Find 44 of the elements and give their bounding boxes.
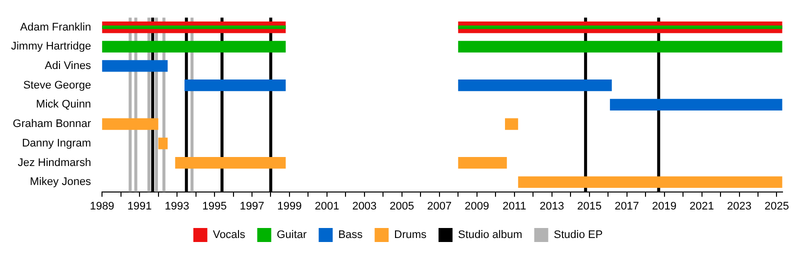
x-tick-label: 1993 — [164, 200, 190, 212]
legend-label: Drums — [394, 229, 428, 242]
y-tick-label: Adi Vines — [44, 60, 92, 72]
legend-label: Guitar — [276, 229, 308, 242]
x-tick-label: 2001 — [314, 200, 340, 212]
bar — [458, 80, 612, 92]
x-tick-label: 1995 — [202, 200, 227, 212]
y-tick-label: Mick Quinn — [36, 98, 92, 111]
x-tick-label: 2021 — [690, 200, 714, 212]
x-tick-label: 2011 — [502, 200, 526, 212]
x-tick-label: 2019 — [652, 200, 677, 212]
legend-label: Bass — [338, 229, 364, 242]
y-tick-label: Mikey Jones — [30, 176, 92, 188]
bar — [518, 176, 782, 188]
x-tick-label: 2003 — [352, 200, 377, 212]
x-tick-label: 2007 — [427, 200, 452, 212]
x-tick-label: 1997 — [240, 200, 264, 212]
bar — [175, 156, 286, 169]
y-tick-label: Adam Franklin — [20, 21, 92, 34]
x-tick-label: 1991 — [127, 200, 152, 212]
bar — [184, 80, 286, 92]
x-tick-label: 2015 — [577, 200, 602, 212]
y-tick-label: Jez Hindmarsh — [18, 156, 92, 169]
bar — [158, 138, 168, 150]
x-tick-label: 2017 — [614, 200, 640, 212]
bar — [458, 156, 507, 169]
x-tick-label: 1999 — [277, 200, 302, 212]
bar — [102, 118, 158, 130]
x-tick-label: 2023 — [727, 200, 752, 212]
x-tick-label: 2025 — [764, 200, 789, 212]
y-tick-label: Steve George — [23, 79, 92, 92]
legend-label: Vocals — [212, 229, 246, 242]
legend-label: Studio EP — [554, 229, 603, 242]
y-tick-label: Jimmy Hartridge — [10, 40, 92, 53]
x-tick-label: 2009 — [464, 200, 490, 212]
x-tick-label: 2013 — [540, 200, 564, 212]
legend-label: Studio album — [458, 229, 522, 242]
bar — [610, 98, 782, 111]
bar — [102, 60, 168, 72]
bar — [504, 118, 518, 130]
y-tick-label: Graham Bonnar — [12, 118, 92, 130]
x-tick-label: 2005 — [390, 200, 414, 212]
x-tick-label: 1989 — [90, 200, 114, 212]
y-tick-label: Danny Ingram — [22, 137, 92, 150]
